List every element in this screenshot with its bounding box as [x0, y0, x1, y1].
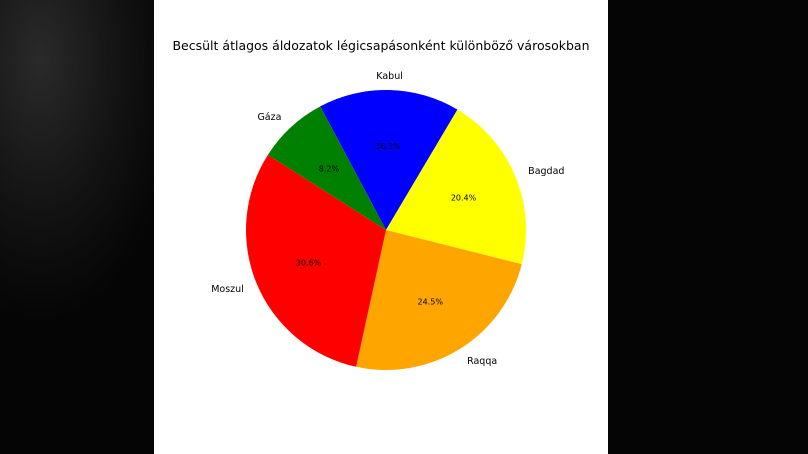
- chart-title: Becsült átlagos áldozatok légicsapásonké…: [172, 38, 589, 53]
- pie-slice-raqqa: [356, 230, 522, 371]
- pie-slice-moszul: [246, 154, 386, 367]
- pie-slice-bagdad: [386, 109, 526, 265]
- pie-slice-kabul: [320, 90, 458, 230]
- slice-label-bagdad: Bagdad: [528, 166, 564, 177]
- slice-label-raqqa: Raqqa: [467, 356, 497, 367]
- percent-label-moszul: 30.6%: [296, 258, 322, 267]
- pie-slice-gáza: [267, 106, 386, 230]
- percent-label-bagdad: 20.4%: [451, 194, 477, 203]
- percent-label-kabul: 16.3%: [375, 142, 401, 151]
- slice-label-kabul: Kabul: [376, 71, 403, 82]
- percent-label-raqqa: 24.5%: [418, 297, 444, 306]
- percent-label-gáza: 8.2%: [319, 164, 340, 173]
- slice-label-gáza: Gáza: [257, 112, 281, 123]
- slice-label-moszul: Moszul: [211, 284, 244, 295]
